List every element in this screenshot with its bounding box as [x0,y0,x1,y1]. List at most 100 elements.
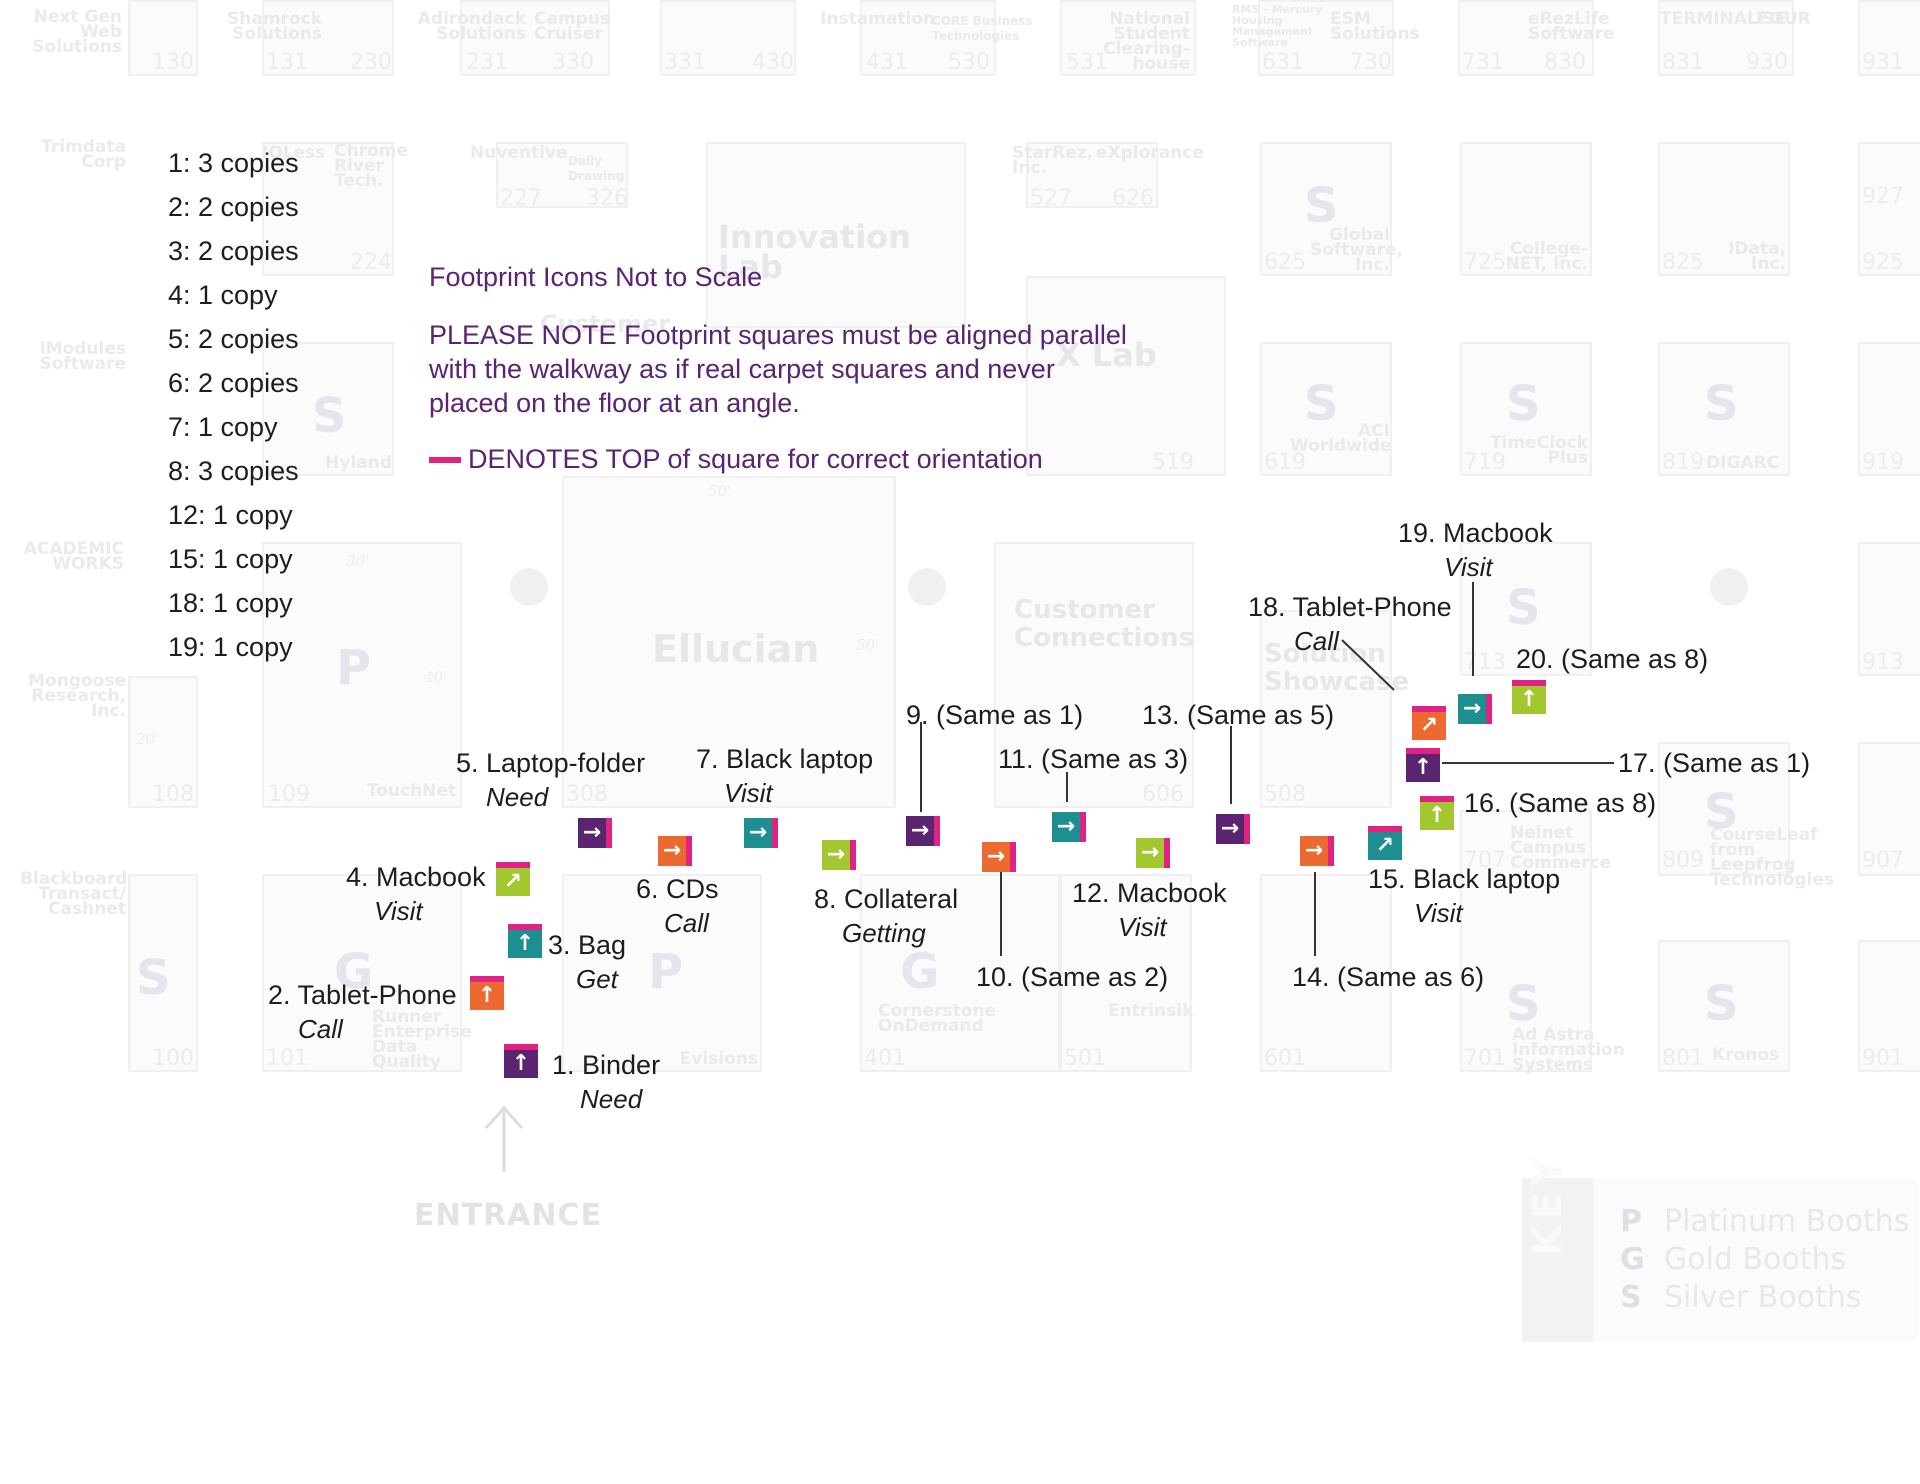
please-note-line-1: PLEASE NOTE Footprint squares must be al… [429,320,1127,350]
copies-item: 2: 2 copies [168,192,299,222]
key-title: KEY [1525,1150,1571,1256]
booth-number: 701 [1464,1046,1506,1071]
booth-number: 809 [1662,848,1704,873]
label-12-sub: Visit [1118,912,1167,942]
key-label: Platinum Booths [1664,1204,1910,1239]
booth-531 [1060,0,1196,76]
booth-name: IQLess [262,143,326,163]
copies-item: 8: 3 copies [168,456,299,486]
label-2-sub: Call [298,1014,343,1044]
booth-number: 731 [1462,50,1504,75]
key-letter: G [1620,1242,1645,1277]
footprint-3-up-arrow-icon: ↑ [508,924,542,958]
booth-number: 501 [1064,1046,1106,1071]
copies-item: 5: 2 copies [168,324,299,354]
booth-number: 224 [350,250,392,275]
booth-101 [262,874,462,1072]
denotes-note: DENOTES TOP of square for correct orient… [468,444,1043,474]
booth-name: Kronos [1712,1045,1780,1065]
booth-name: College-NET, Inc. [1505,239,1588,274]
customer-connections-area [994,542,1194,808]
copies-item: 7: 1 copy [168,412,278,442]
silver-tier-mark: S [1304,178,1339,234]
booth-809 [1658,742,1790,876]
column-marker [1710,568,1748,606]
copies-item: 3: 2 copies [168,236,299,266]
booth-name: eRezLife Software [1528,9,1615,44]
booth-number: 825 [1662,250,1704,275]
booth-name: Runner Enterprise Data Quality [372,1007,472,1072]
key-letter: P [1620,1204,1642,1239]
label-13: 13. (Same as 5) [1142,700,1335,730]
leader-line [920,722,922,812]
key-row-silver: S Silver Booths [1620,1280,1862,1315]
key-row-platinum: P Platinum Booths [1620,1204,1909,1239]
silver-tier-mark: S [1506,580,1541,636]
booth-number: 631 [1262,50,1304,75]
gold-tier-mark: G [900,944,940,1000]
booth-number: 830 [1544,50,1586,75]
label-7: 7. Black laptop [696,744,874,774]
booth-name: ACI Worldwide [1290,421,1392,456]
booth-number: 831 [1662,50,1704,75]
footprint-8-right-arrow-icon: → [822,840,856,870]
booth-name: TERMINALFOUR [1660,9,1811,29]
footprint-6-right-arrow-icon: → [658,836,692,866]
booth-name: Evisions [679,1049,758,1069]
footprint-14-right-arrow-icon: → [1300,836,1334,866]
booth-number: 331 [664,50,706,75]
booth-931 [1858,0,1920,76]
booth-901 [1858,940,1920,1072]
footprint-4-diagonal-arrow-icon: ↗ [496,862,530,896]
booth-number: 907 [1862,848,1904,873]
booth-913 [1858,542,1920,676]
solution-showcase-name: Solution Showcase [1264,639,1410,697]
booth-825 [1658,142,1790,276]
booth-name: ACADEMIC WORKS [23,539,124,574]
booth-number: 625 [1264,250,1306,275]
booth-number: 530 [948,50,990,75]
copies-item: 1: 3 copies [168,148,299,178]
label-15: 15. Black laptop [1368,864,1561,894]
x-lab-area [1026,276,1226,476]
booth-819 [1658,342,1790,476]
booth-131 [262,0,394,76]
booth-name: StarRez, Inc. [1012,143,1094,178]
booth-name: CourseLeaf from Leepfrog Technologies [1710,825,1834,890]
booth-927 [1858,142,1920,276]
label-20: 20. (Same as 8) [1516,644,1709,674]
booth-701 [1460,810,1592,1072]
booth-number: 931 [1862,50,1904,75]
label-16: 16. (Same as 8) [1464,788,1657,818]
key-box [1522,1178,1918,1342]
silver-tier-mark: S [1506,976,1541,1032]
copies-item: 18: 1 copy [168,588,293,618]
booth-number: 531 [1066,50,1108,75]
column-marker [510,568,548,606]
leader-line [1314,872,1316,956]
leader-line [1442,762,1614,764]
key-label: Silver Booths [1664,1280,1862,1315]
booth-number: 913 [1862,650,1904,675]
dimension-label: 40' [424,668,448,686]
label-19: 19. Macbook [1398,518,1553,548]
booth-number: 919 [1862,450,1904,475]
booth-number: 131 [266,50,308,75]
booth-name: Mongoose Research, Inc. [28,671,126,721]
label-8-sub: Getting [842,918,926,948]
booth-name: Shamrock Solutions [227,9,322,44]
key-letter: S [1620,1280,1642,1315]
booth-431 [860,0,996,76]
booth-name: Campus Cruiser [534,9,611,44]
booth-name: Trimdata Corp [41,137,126,172]
booth-name: Nelnet Campus Commerce [1510,823,1612,873]
footprint-12-right-arrow-icon: → [1136,838,1170,868]
silver-tier-mark: S [312,388,347,444]
footprint-17-up-arrow-icon: ↑ [1406,748,1440,782]
booth-713 [1460,542,1592,676]
booth-name: Instamation [820,9,936,29]
booth-name: National Student Clearing-house [1103,9,1190,74]
silver-tier-mark: S [1704,976,1739,1032]
leader-line [1000,872,1002,956]
booth-527 [1026,142,1158,208]
